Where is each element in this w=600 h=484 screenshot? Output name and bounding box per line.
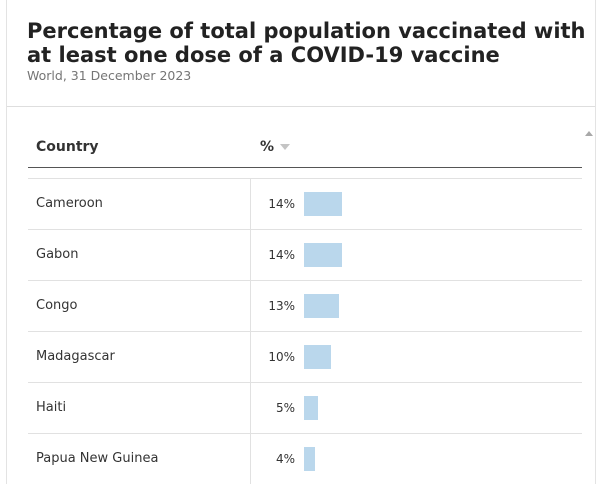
chart-title: Percentage of total population vaccinate…: [27, 19, 586, 67]
value-label: 4%: [275, 452, 295, 466]
cell-separator: [250, 434, 251, 484]
value-bar: [304, 243, 342, 267]
scroll-up-arrow-icon[interactable]: [585, 131, 593, 136]
country-name: Congo: [36, 298, 78, 313]
value-label: 13%: [268, 299, 295, 313]
country-name: Cameroon: [36, 196, 103, 211]
country-name: Madagascar: [36, 349, 115, 364]
table-row: Madagascar 10%: [28, 331, 582, 383]
cell-separator: [250, 230, 251, 281]
value-bar: [304, 192, 342, 216]
header-divider: [7, 106, 595, 107]
value-bar: [304, 396, 318, 420]
column-header-percent[interactable]: %: [260, 139, 291, 155]
value-label: 14%: [268, 248, 295, 262]
sort-descending-icon[interactable]: [280, 144, 291, 150]
cell-separator: [250, 332, 251, 383]
value-bar: [304, 447, 315, 471]
value-label: 14%: [268, 197, 295, 211]
value-bar: [304, 345, 332, 369]
table-body: Cameroon 14% Gabon 14% Congo 13% Madagascar 10%…: [28, 178, 582, 484]
table-row: Congo 13%: [28, 280, 582, 332]
table-row: Papua New Guinea 4%: [28, 433, 582, 484]
cell-separator: [250, 179, 251, 230]
data-table: Country % Cameroon 14% Gabon 14% Congo 13% Mad…: [28, 127, 582, 484]
chart-frame: [6, 0, 596, 484]
table-header: Country %: [28, 127, 582, 168]
country-name: Gabon: [36, 247, 79, 262]
country-name: Papua New Guinea: [36, 451, 159, 466]
country-name: Haiti: [36, 400, 67, 415]
cell-separator: [250, 281, 251, 332]
table-row: Cameroon 14%: [28, 178, 582, 230]
value-bar: [304, 294, 340, 318]
value-label: 5%: [275, 401, 295, 415]
table-row: Gabon 14%: [28, 229, 582, 281]
cell-separator: [250, 383, 251, 434]
value-label: 10%: [268, 350, 295, 364]
column-header-percent-label: %: [260, 139, 275, 155]
table-row: Haiti 5%: [28, 382, 582, 434]
chart-subtitle: World, 31 December 2023: [27, 68, 192, 83]
column-header-country[interactable]: Country: [36, 139, 99, 155]
